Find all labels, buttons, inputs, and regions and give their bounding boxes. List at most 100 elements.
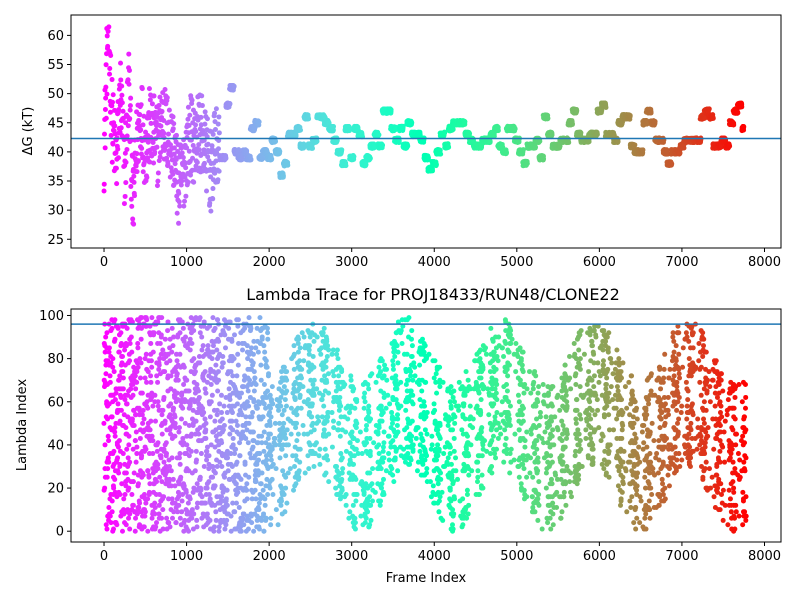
- dg-point: [213, 127, 218, 132]
- dg-point: [545, 116, 550, 121]
- dg-point: [124, 147, 129, 152]
- dg-point: [144, 175, 149, 180]
- dg-point: [122, 201, 127, 206]
- dg-point: [182, 199, 187, 204]
- dg-point: [193, 122, 198, 127]
- dg-point: [128, 108, 133, 113]
- dg-point: [467, 131, 472, 136]
- dg-point: [504, 150, 509, 155]
- dg-point: [202, 161, 207, 166]
- dg-point: [157, 103, 162, 108]
- dg-point: [430, 168, 435, 173]
- dg-point: [136, 158, 141, 163]
- dg-point: [496, 128, 501, 133]
- dg-point: [595, 132, 600, 137]
- dg-point: [161, 131, 166, 136]
- dg-point: [107, 72, 112, 77]
- dg-point: [135, 169, 140, 174]
- dg-point: [132, 193, 137, 198]
- dg-point: [260, 156, 265, 161]
- dg-point: [129, 204, 134, 209]
- dg-point: [179, 179, 184, 184]
- dg-point: [186, 180, 191, 185]
- dg-point: [380, 143, 385, 148]
- dg-point: [574, 108, 579, 113]
- dg-point: [187, 113, 192, 118]
- dg-point: [281, 173, 286, 178]
- dg-point: [214, 106, 219, 111]
- dg-point: [147, 86, 152, 91]
- dg-point: [123, 180, 128, 185]
- dg-point: [160, 109, 165, 114]
- dg-point: [248, 157, 253, 162]
- dg-point: [131, 222, 136, 227]
- dg-point: [199, 93, 204, 98]
- dg-point: [104, 116, 109, 121]
- dg-point: [215, 177, 220, 182]
- dg-point: [103, 145, 108, 150]
- dg-point: [628, 113, 633, 118]
- dg-point: [180, 150, 185, 155]
- dg-point: [118, 61, 123, 66]
- dg-point: [141, 122, 146, 127]
- dg-point: [216, 146, 221, 151]
- dg-point: [127, 116, 132, 121]
- dg-point: [105, 92, 110, 97]
- dg-point: [176, 191, 181, 196]
- dg-point: [310, 146, 315, 151]
- dg-point: [257, 119, 262, 124]
- dg-point: [171, 121, 176, 126]
- dg-point: [347, 127, 352, 132]
- dg-point: [191, 180, 196, 185]
- dg-point: [162, 135, 167, 140]
- dg-point: [203, 109, 208, 114]
- dg-point: [151, 161, 156, 166]
- dg-point: [438, 152, 443, 157]
- dg-point: [128, 103, 133, 108]
- dg-point: [649, 111, 654, 116]
- dg-point: [114, 181, 119, 186]
- dg-point: [298, 128, 303, 133]
- dg-point: [339, 147, 344, 152]
- dg-point: [232, 84, 237, 89]
- dg-point: [409, 120, 414, 125]
- dg-point: [446, 145, 451, 150]
- dg-point: [306, 116, 311, 121]
- dg-point: [216, 122, 221, 127]
- dg-point: [119, 125, 124, 130]
- dg-point: [343, 163, 348, 168]
- dg-point: [110, 160, 115, 165]
- dg-point: [205, 116, 210, 121]
- dg-point: [202, 122, 207, 127]
- dg-point: [285, 163, 290, 168]
- dg-point: [175, 211, 180, 216]
- dg-point: [181, 204, 186, 209]
- dg-point: [110, 100, 115, 105]
- dg-point: [119, 84, 124, 89]
- dg-point: [405, 144, 410, 149]
- dg-point: [136, 119, 141, 124]
- dg-point: [217, 130, 222, 135]
- dg-point: [103, 85, 108, 90]
- dg-point: [134, 151, 139, 156]
- dg-point: [155, 179, 160, 184]
- dg-point: [389, 107, 394, 112]
- dg-point: [150, 101, 155, 106]
- dg-point: [102, 188, 107, 193]
- dg-point: [368, 156, 373, 161]
- dg-point: [210, 186, 215, 191]
- dg-point: [525, 161, 530, 166]
- dg-point: [127, 82, 132, 87]
- dg-point: [183, 165, 188, 170]
- dg-point: [126, 123, 131, 128]
- dg-point: [550, 132, 555, 137]
- dg-point: [462, 119, 467, 124]
- dg-point: [566, 140, 571, 145]
- dg-point: [118, 77, 123, 82]
- dg-point: [187, 149, 192, 154]
- dg-point: [105, 33, 110, 38]
- dg-point: [155, 183, 160, 188]
- dg-point: [167, 108, 172, 113]
